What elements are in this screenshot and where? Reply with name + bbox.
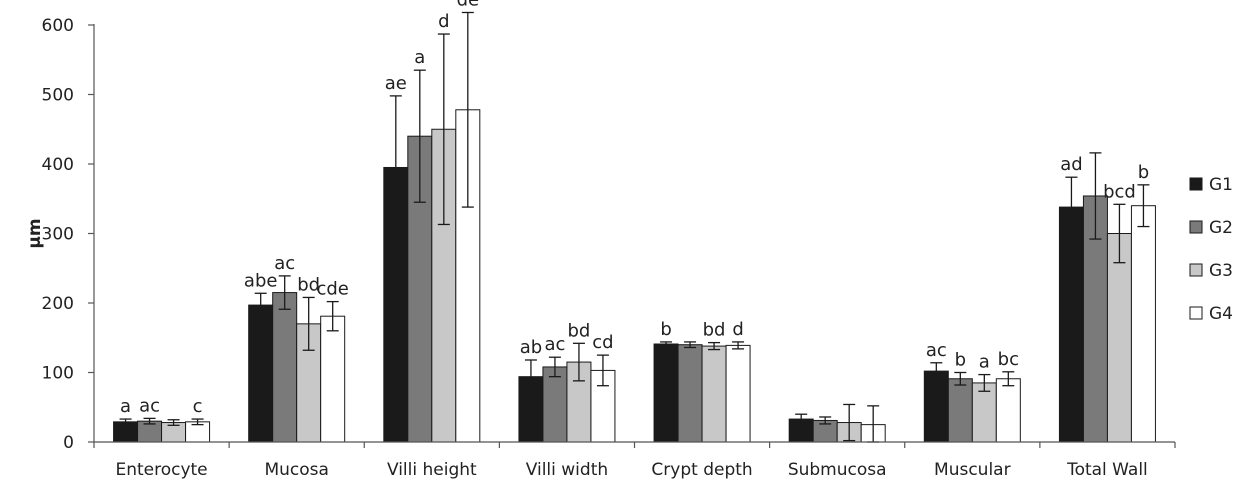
x-category-label: Crypt depth bbox=[651, 460, 752, 480]
y-tick-label: 600 bbox=[42, 16, 74, 36]
significance-label: ae bbox=[385, 73, 407, 94]
significance-label: bd bbox=[703, 320, 726, 341]
y-tick-label: 500 bbox=[42, 86, 74, 106]
significance-label: c bbox=[193, 396, 203, 417]
y-axis-title: µm bbox=[25, 218, 45, 248]
legend-label: G4 bbox=[1209, 304, 1233, 324]
error-bars bbox=[119, 11, 1150, 443]
significance-label: ad bbox=[1060, 154, 1082, 175]
x-category-label: Villi width bbox=[526, 460, 608, 480]
x-axis: Enterocyte Mucosa Villi height Villi width C… bbox=[93, 441, 1176, 480]
significance-label: bd bbox=[568, 320, 591, 341]
significance-label: cde bbox=[316, 279, 348, 300]
bar-g2 bbox=[542, 366, 568, 443]
legend-swatch-g3 bbox=[1189, 263, 1203, 277]
significance-label: cd bbox=[592, 332, 613, 353]
significance-label: bc bbox=[998, 349, 1019, 370]
bar-g1 bbox=[248, 304, 274, 443]
bar-g4 bbox=[1130, 205, 1156, 443]
significance-labels: aaccabeacbdcdeaeaddeabacbdcdbbddacbabcad… bbox=[120, 0, 1149, 417]
significance-label: a bbox=[979, 352, 990, 373]
y-tick-label: 400 bbox=[42, 155, 74, 175]
x-category-label: Submucosa bbox=[788, 460, 887, 480]
y-axis: 0 100 200 300 400 500 600 bbox=[42, 16, 95, 453]
x-category-label: Mucosa bbox=[264, 460, 328, 480]
bar-g1 bbox=[1058, 206, 1084, 443]
y-tick-label: 100 bbox=[42, 364, 74, 384]
bar-g4 bbox=[725, 344, 751, 443]
legend: G1 G2 G3 G4 bbox=[1189, 175, 1233, 324]
bar-g2 bbox=[677, 344, 703, 443]
significance-label: ac bbox=[926, 340, 947, 361]
significance-label: a bbox=[414, 47, 425, 68]
significance-label: b bbox=[955, 350, 966, 371]
significance-label: b bbox=[1138, 162, 1149, 183]
significance-label: de bbox=[457, 0, 480, 10]
legend-label: G2 bbox=[1209, 218, 1233, 238]
significance-label: bcd bbox=[1103, 181, 1136, 202]
bar-g1 bbox=[923, 370, 949, 443]
bar-g4 bbox=[320, 315, 346, 443]
y-tick-label: 200 bbox=[42, 294, 74, 314]
significance-label: ac bbox=[274, 253, 295, 274]
x-category-label: Enterocyte bbox=[115, 460, 207, 480]
legend-swatch-g4 bbox=[1189, 306, 1203, 320]
legend-label: G3 bbox=[1209, 261, 1233, 281]
y-tick-label: 300 bbox=[42, 225, 74, 245]
significance-label: abe bbox=[244, 270, 278, 291]
bar-g2 bbox=[272, 292, 298, 443]
legend-swatch-g1 bbox=[1189, 177, 1203, 191]
significance-label: bd bbox=[297, 274, 320, 295]
bars bbox=[113, 109, 1156, 443]
bar-g3 bbox=[1106, 233, 1132, 443]
significance-label: d bbox=[438, 11, 449, 32]
x-category-label: Total Wall bbox=[1066, 460, 1148, 480]
significance-label: b bbox=[660, 319, 671, 340]
x-category-label: Muscular bbox=[934, 460, 1011, 480]
significance-label: ab bbox=[520, 337, 542, 358]
bar-g2 bbox=[947, 378, 973, 443]
significance-label: d bbox=[732, 319, 743, 340]
significance-label: ac bbox=[544, 334, 565, 355]
legend-swatch-g2 bbox=[1189, 220, 1203, 234]
y-tick-label: 0 bbox=[63, 433, 74, 453]
legend-label: G1 bbox=[1209, 175, 1233, 195]
bar-g3 bbox=[701, 345, 727, 443]
significance-label: a bbox=[120, 396, 131, 417]
x-category-label: Villi height bbox=[387, 460, 477, 480]
bar-g1 bbox=[653, 343, 679, 443]
significance-label: ac bbox=[139, 395, 160, 416]
bar-g4 bbox=[995, 378, 1021, 443]
